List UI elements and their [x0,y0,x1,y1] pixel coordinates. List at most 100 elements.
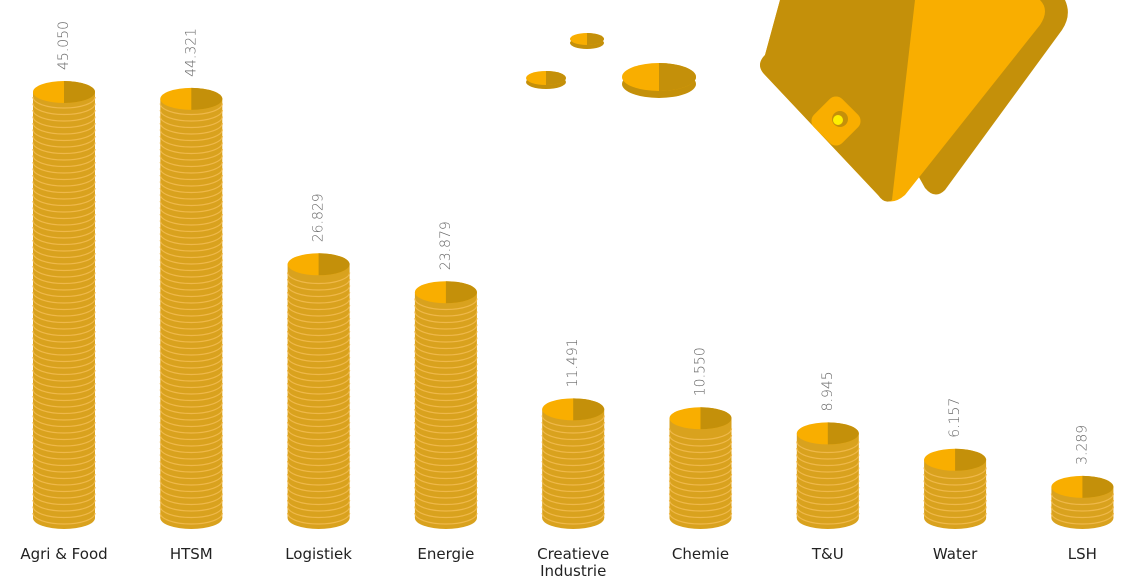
coin-edge [541,473,605,486]
coin-edge [32,298,96,311]
coin-edge [159,311,223,324]
coin-edge [159,233,223,246]
coin-edge [32,389,96,402]
coin-edge [159,259,223,272]
coin-edge [159,434,223,447]
bar [414,292,477,518]
coin-edge [668,512,733,525]
coin-edge [287,402,351,415]
coin-edge [414,337,478,350]
coin-edge [32,103,96,116]
coin-edge [159,187,223,200]
coin-edge [923,473,987,486]
coin-edge [159,421,223,434]
coin-edge [287,376,351,389]
coin-edge [287,395,351,408]
coin-edge [414,480,478,493]
value-label: 23.879 [438,221,454,270]
coin-edge [287,350,351,363]
coin-edge [159,129,223,142]
coin-edge [32,233,96,246]
coin-edge [287,363,351,376]
value-label: 8.945 [820,371,836,411]
coin-edge [32,142,96,155]
coin-edge [414,330,478,343]
coin-edge [287,356,351,369]
coin-edge [159,103,223,116]
coin-edge [414,499,478,512]
coin-edge [287,278,351,291]
coin-edge [159,337,223,350]
coin-edge [32,220,96,233]
x-label-box: HTSM [170,546,213,563]
coin-edge [32,441,96,454]
coin-edge [32,467,96,480]
coin-edge [668,454,733,467]
coin-edge [159,142,223,155]
coin-edge [414,389,478,402]
coin-edge [541,428,605,441]
coin-edge [287,421,351,434]
coin-edge [159,499,223,512]
coin-top-shade [573,398,605,421]
coin-edge [159,493,223,506]
coin-edge [159,395,223,408]
coin-edge [414,298,478,311]
coin-edge [159,389,223,402]
coin-edge [414,356,478,369]
coin-edge [414,415,478,428]
coin-top-shade [191,87,223,110]
x-label-box: Agri & Food [20,546,107,563]
coin-edge [159,304,223,317]
coin-edge [159,161,223,174]
x-tick-label: Logistiek [285,546,352,563]
coin-edge [287,343,351,356]
coin-edge [923,493,987,506]
coin-edge [668,460,733,473]
coin-edge [32,473,96,486]
coin-edge [287,324,351,337]
coin-edge [159,343,223,356]
coin-edge [796,512,860,525]
x-label-box: Logistiek [285,546,352,563]
coin-edge [541,506,605,519]
coin-edge [32,116,96,129]
coin-edge [923,512,987,525]
coin-edge [159,447,223,460]
coin-edge [287,454,351,467]
coin-edge [414,467,478,480]
x-tick-label: Chemie [671,546,730,563]
coin-edge [287,512,351,525]
coin-edge [414,304,478,317]
coin-edge [414,408,478,421]
coin-edge [159,356,223,369]
coin-edge [32,343,96,356]
coin-edge [159,116,223,129]
x-label-box: Energie [417,546,474,563]
coin-edge [287,389,351,402]
coin-edge [159,174,223,187]
coin-edge [159,369,223,382]
coin-edge [287,506,351,519]
coin-edge [541,441,605,454]
coin-edge [287,473,351,486]
coin-edge [32,428,96,441]
coin-edge [1050,499,1114,512]
coin-edge [287,499,351,512]
coin-edge [541,480,605,493]
coin-edge [159,441,223,454]
coin-edge [541,499,605,512]
value-label: 45.050 [56,21,72,70]
value-label: 6.157 [947,398,963,438]
coin-edge [159,246,223,259]
coin-edge [32,168,96,181]
coin-edge [923,499,987,512]
coin-edge [159,265,223,278]
coin-edge [159,324,223,337]
coin-edge [287,272,351,285]
coin-edge [32,129,96,142]
coin-edge [414,376,478,389]
coin-edge [287,304,351,317]
coin-edge [668,480,733,493]
